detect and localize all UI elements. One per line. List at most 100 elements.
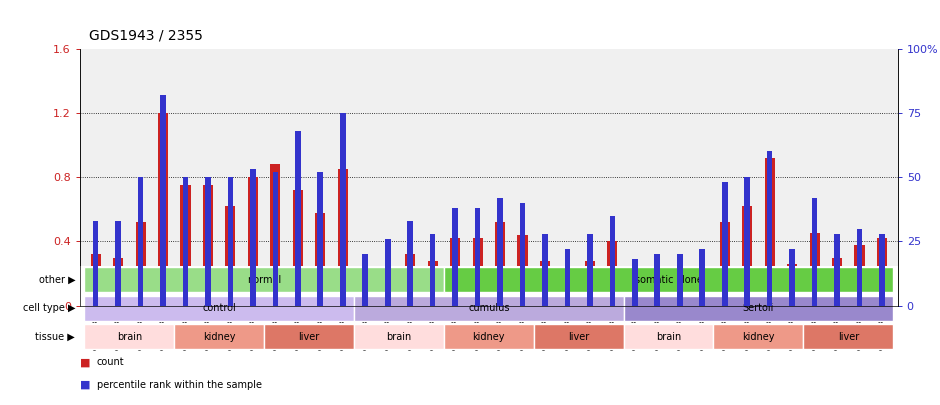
Bar bbox=[609, 216, 615, 306]
Bar bbox=[607, 241, 618, 306]
Bar bbox=[495, 222, 505, 306]
Bar bbox=[834, 234, 839, 306]
Bar bbox=[632, 260, 637, 306]
Bar bbox=[354, 296, 623, 321]
Bar bbox=[384, 239, 390, 306]
Bar bbox=[517, 235, 527, 306]
Text: brain: brain bbox=[386, 332, 412, 341]
Bar bbox=[767, 151, 773, 306]
Bar bbox=[677, 254, 682, 306]
Bar bbox=[407, 221, 413, 306]
Bar bbox=[652, 274, 663, 306]
Text: brain: brain bbox=[117, 332, 142, 341]
Bar bbox=[542, 234, 548, 306]
Bar bbox=[877, 238, 887, 306]
Bar bbox=[699, 249, 705, 306]
Bar bbox=[405, 254, 415, 306]
Bar bbox=[383, 277, 393, 306]
Bar bbox=[540, 261, 550, 306]
Bar bbox=[337, 169, 348, 306]
Bar bbox=[565, 249, 571, 306]
Bar bbox=[138, 177, 144, 306]
Bar bbox=[264, 324, 354, 349]
Bar bbox=[182, 177, 188, 306]
Bar bbox=[856, 228, 862, 306]
Bar bbox=[116, 221, 121, 306]
Text: cumulus: cumulus bbox=[468, 303, 509, 313]
Bar bbox=[832, 258, 842, 306]
Bar bbox=[450, 238, 461, 306]
Bar bbox=[742, 206, 752, 306]
Bar bbox=[444, 267, 893, 292]
Bar bbox=[630, 277, 640, 306]
Bar bbox=[879, 234, 885, 306]
Text: percentile rank within the sample: percentile rank within the sample bbox=[97, 380, 262, 390]
Bar bbox=[160, 95, 165, 306]
Bar bbox=[764, 158, 775, 306]
Bar bbox=[174, 324, 264, 349]
Bar bbox=[158, 113, 168, 306]
Text: liver: liver bbox=[838, 332, 859, 341]
Bar bbox=[720, 222, 729, 306]
Bar bbox=[520, 203, 525, 306]
Text: GDS1943 / 2355: GDS1943 / 2355 bbox=[89, 28, 203, 43]
Bar bbox=[203, 185, 213, 306]
Text: liver: liver bbox=[568, 332, 589, 341]
Bar bbox=[85, 296, 354, 321]
Text: kidney: kidney bbox=[203, 332, 235, 341]
Text: count: count bbox=[97, 358, 124, 367]
Bar bbox=[744, 177, 750, 306]
Text: kidney: kidney bbox=[743, 332, 775, 341]
Bar bbox=[318, 172, 323, 306]
Text: ■: ■ bbox=[80, 380, 94, 390]
Bar bbox=[205, 177, 211, 306]
Bar bbox=[473, 238, 482, 306]
Bar bbox=[227, 177, 233, 306]
Bar bbox=[809, 233, 820, 306]
Bar bbox=[354, 324, 444, 349]
Bar bbox=[363, 254, 368, 306]
Text: kidney: kidney bbox=[473, 332, 505, 341]
Bar bbox=[135, 222, 146, 306]
Text: control: control bbox=[202, 303, 236, 313]
Bar bbox=[804, 324, 893, 349]
Text: cell type ▶: cell type ▶ bbox=[23, 303, 75, 313]
Bar bbox=[93, 221, 99, 306]
Bar bbox=[585, 261, 595, 306]
Bar bbox=[812, 198, 818, 306]
Bar bbox=[271, 164, 280, 306]
Bar bbox=[452, 208, 458, 306]
Text: normal: normal bbox=[247, 275, 281, 285]
Bar bbox=[623, 324, 713, 349]
Bar bbox=[113, 258, 123, 306]
Bar bbox=[444, 324, 534, 349]
Text: Sertoli: Sertoli bbox=[743, 303, 775, 313]
Bar bbox=[180, 185, 191, 306]
Bar bbox=[475, 208, 480, 306]
Bar bbox=[787, 264, 797, 306]
Bar bbox=[273, 172, 278, 306]
Bar bbox=[675, 274, 685, 306]
Bar bbox=[562, 271, 572, 306]
Bar bbox=[85, 267, 444, 292]
Bar bbox=[292, 190, 303, 306]
Bar bbox=[340, 113, 346, 306]
Text: ■: ■ bbox=[80, 358, 94, 367]
Bar bbox=[428, 261, 438, 306]
Bar bbox=[295, 131, 301, 306]
Bar bbox=[722, 182, 728, 306]
Text: other ▶: other ▶ bbox=[39, 275, 75, 285]
Bar bbox=[854, 245, 865, 306]
Bar bbox=[85, 324, 174, 349]
Text: liver: liver bbox=[298, 332, 320, 341]
Bar bbox=[623, 296, 893, 321]
Bar bbox=[226, 206, 236, 306]
Text: brain: brain bbox=[656, 332, 682, 341]
Bar bbox=[713, 324, 804, 349]
Bar bbox=[534, 324, 623, 349]
Bar bbox=[588, 234, 593, 306]
Bar bbox=[250, 169, 256, 306]
Bar bbox=[790, 249, 795, 306]
Text: somatic clone: somatic clone bbox=[634, 275, 702, 285]
Bar bbox=[497, 198, 503, 306]
